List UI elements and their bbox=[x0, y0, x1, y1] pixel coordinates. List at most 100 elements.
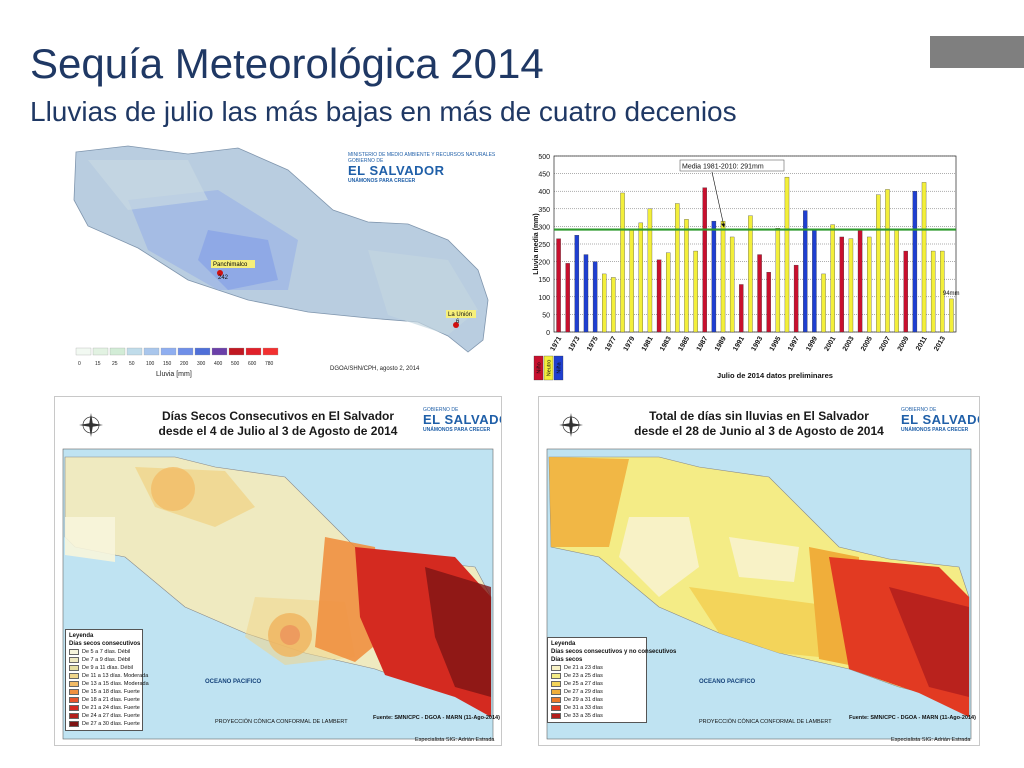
dry-consec-legend-label: De 13 a 15 días. Moderada bbox=[82, 681, 149, 687]
bar-1999 bbox=[812, 229, 817, 333]
rain-scale-swatch bbox=[245, 347, 262, 356]
dry-total-legend-label: De 27 a 29 días bbox=[564, 689, 603, 695]
dry-consec-legend-title: Leyenda bbox=[69, 633, 94, 639]
bar-1991 bbox=[739, 284, 744, 333]
y-tick-label: 150 bbox=[538, 277, 550, 284]
dry-consec-title-2: desde el 4 de Julio al 3 de Agosto de 20… bbox=[158, 424, 398, 438]
dry-total-legend-item: De 31 a 33 días bbox=[551, 704, 643, 712]
x-tick-label: 1973 bbox=[568, 335, 582, 352]
rain-scale-swatch bbox=[109, 347, 126, 356]
dry-total-panel: Total de días sin lluvias en El Salvador… bbox=[538, 396, 980, 746]
dry-total-logo: GOBIERNO DE EL SALVADOR UNÁMONOS PARA CR… bbox=[901, 407, 979, 433]
rain-scale-swatch bbox=[126, 347, 143, 356]
dry-total-title-2: desde el 28 de Junio al 3 de Agosto de 2… bbox=[634, 424, 884, 438]
dry-total-legend-label: De 21 a 23 días bbox=[564, 665, 603, 671]
rain-scale-label: Lluvia [mm] bbox=[156, 371, 192, 378]
rain-map-source: DGOA/SHN/CPH, agosto 2, 2014 bbox=[330, 366, 420, 372]
dry-consec-legend-label: De 5 a 7 días. Débil bbox=[82, 649, 131, 655]
dry-total-legend-swatch bbox=[551, 689, 561, 695]
dry-total-legend-item: De 25 a 27 días bbox=[551, 680, 643, 688]
dry-consec-title-1: Días Secos Consecutivos en El Salvador bbox=[161, 409, 395, 423]
rain-scale-tick: 100 bbox=[146, 361, 155, 367]
place-panchimalco-name: Panchimalco bbox=[213, 262, 248, 268]
x-tick-label: 1989 bbox=[714, 335, 728, 352]
bar-1993 bbox=[757, 254, 762, 333]
bar-1987 bbox=[702, 187, 707, 333]
accent-bar bbox=[930, 36, 1024, 68]
bar-1981 bbox=[647, 208, 653, 333]
place-panchimalco-value: 242 bbox=[218, 275, 229, 281]
dry-total-legend-label: De 25 a 27 días bbox=[564, 681, 603, 687]
dry-consec-legend-swatch bbox=[69, 657, 79, 663]
bar-1974 bbox=[583, 254, 589, 333]
rain-scale-tick: 15 bbox=[95, 361, 101, 367]
bar-1994 bbox=[766, 272, 771, 333]
rain-scale-swatch bbox=[75, 347, 92, 356]
dry-total-legend-subtitle: Días secos consecutivos y no consecutivo… bbox=[551, 649, 677, 655]
x-tick-label: 2007 bbox=[878, 335, 892, 352]
legend-label-Neutro: Neutro bbox=[547, 360, 553, 377]
rain-scale-tick: 780 bbox=[265, 361, 274, 367]
bar-2012 bbox=[930, 250, 936, 333]
dry-total-legend-title: Leyenda bbox=[551, 641, 576, 647]
rain-scale-swatch bbox=[194, 347, 211, 356]
x-tick-label: 1999 bbox=[805, 335, 819, 352]
bar-2001 bbox=[830, 224, 835, 333]
dry-consec-map bbox=[62, 413, 494, 740]
dry-consec-legend-label: De 27 a 30 días. Fuerte bbox=[82, 721, 140, 727]
dry-consec-legend-swatch bbox=[69, 721, 79, 727]
x-axis-label: Julio de 2014 datos preliminares bbox=[717, 371, 833, 380]
x-tick-label: 1975 bbox=[586, 335, 600, 352]
dry-total-legend-item: De 21 a 23 días bbox=[551, 664, 643, 672]
x-tick-label: 1985 bbox=[677, 335, 691, 352]
x-tick-label: 1979 bbox=[623, 335, 637, 352]
rain-scale-tick: 300 bbox=[197, 361, 206, 367]
dry-consec-legend-item: De 24 a 27 días. Fuerte bbox=[69, 712, 140, 720]
mean-arrow-head bbox=[721, 223, 725, 228]
y-tick-label: 450 bbox=[538, 172, 550, 179]
bar-2014 bbox=[949, 298, 954, 333]
rain-scale-swatch bbox=[177, 347, 194, 356]
rain-scale-swatch bbox=[262, 347, 279, 356]
slide-title: Sequía Meteorológica 2014 bbox=[30, 40, 544, 87]
y-tick-label: 0 bbox=[546, 330, 550, 337]
dry-total-legend-swatch bbox=[551, 673, 561, 679]
dry-consec-legend-item: De 18 a 21 días. Fuerte bbox=[69, 696, 140, 704]
rain-map-logo: MINISTERIO DE MEDIO AMBIENTE Y RECURSOS … bbox=[348, 152, 495, 184]
dry-consec-legend-label: De 24 a 27 días. Fuerte bbox=[82, 713, 140, 719]
dry-consec-legend-label: De 18 a 21 días. Fuerte bbox=[82, 697, 140, 703]
dry-consec-legend-swatch bbox=[69, 665, 79, 671]
dry-total-legend-item: De 23 a 25 días bbox=[551, 672, 643, 680]
bar-2000 bbox=[821, 273, 826, 333]
bar-2006 bbox=[876, 194, 881, 333]
rain-scale-tick: 150 bbox=[163, 361, 172, 367]
x-tick-label: 1987 bbox=[696, 335, 710, 352]
rain-scale-tick: 400 bbox=[214, 361, 223, 367]
rain-scale-tick: 0 bbox=[78, 361, 81, 367]
dry-consec-legend-item: De 5 a 7 días. Débil bbox=[69, 648, 139, 656]
y-axis-label: Lluvia media (mm) bbox=[533, 213, 540, 274]
y-tick-label: 100 bbox=[538, 295, 550, 302]
dry-consec-logo: GOBIERNO DE EL SALVADOR UNÁMONOS PARA CR… bbox=[423, 407, 501, 433]
legend-swatch-Niña bbox=[553, 355, 564, 381]
bar-1997 bbox=[793, 264, 799, 333]
logo-ministry: MINISTERIO DE MEDIO AMBIENTE Y RECURSOS … bbox=[348, 152, 496, 158]
rain-scale-tick: 50 bbox=[129, 361, 135, 367]
bar-1990 bbox=[729, 236, 735, 333]
mean-arrow bbox=[711, 171, 725, 227]
dry-consec-legend-swatch bbox=[69, 689, 79, 695]
dry-consec-legend: Leyenda Días secos consecutivos De 5 a 7… bbox=[65, 629, 149, 731]
dry-total-legend-swatch bbox=[551, 697, 561, 703]
x-tick-label: 1995 bbox=[769, 335, 783, 352]
rainfall-bar-chart: 0 50 100 150 200 250 300 350 400 450 500 Lluvia med… bbox=[533, 154, 960, 381]
dry-total-specialist: Especialista SIG: Adrián Estrada bbox=[891, 737, 971, 743]
mean-label: Media 1981-2010: 291mm bbox=[682, 164, 764, 171]
bar-2013 bbox=[940, 250, 945, 333]
x-tick-label: 2005 bbox=[860, 335, 874, 352]
y-tick-label: 200 bbox=[538, 260, 550, 267]
place-launion-value: 6 bbox=[456, 319, 460, 325]
bar-1971 bbox=[556, 238, 561, 333]
y-tick-label: 300 bbox=[538, 224, 550, 231]
dry-consec-legend-swatch bbox=[69, 649, 79, 655]
